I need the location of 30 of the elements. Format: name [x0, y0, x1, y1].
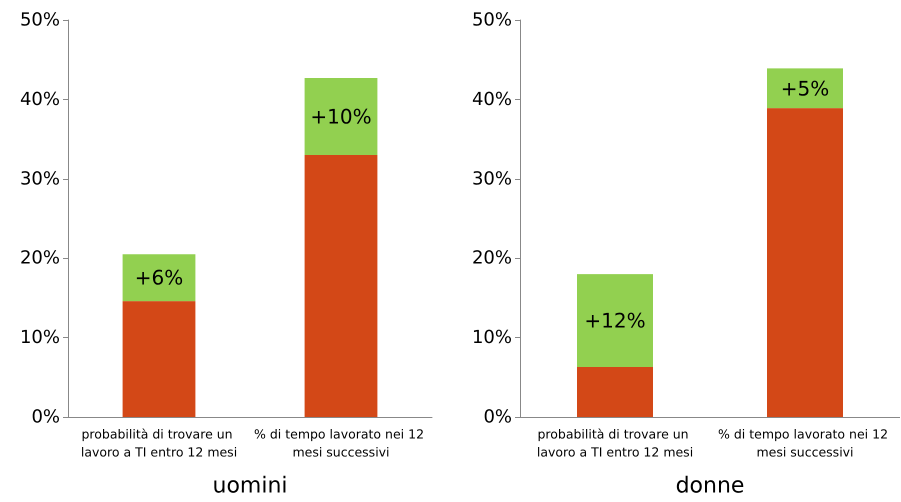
y-tick-label: 10%	[20, 327, 60, 348]
x-axis-title: donne	[676, 474, 744, 498]
y-tick-label: 40%	[20, 88, 60, 110]
y-tick-label: 30%	[20, 168, 60, 190]
data-label: +12%	[584, 308, 646, 333]
data-label: +5%	[780, 76, 830, 100]
y-tick-label: 50%	[20, 10, 60, 30]
y-tick-label: 20%	[472, 248, 512, 269]
x-tick-label: % di tempo lavorato nei 12 mesi successivi	[718, 426, 892, 460]
bar	[767, 68, 843, 108]
x-tick-label: probabilità di trovare un lavoro a TI entro 12 mesi	[536, 426, 694, 460]
y-tick-label: 50%	[472, 10, 512, 30]
y-tick-label: 10%	[472, 327, 512, 348]
bar	[767, 108, 843, 417]
bar	[122, 254, 196, 302]
x-tick-label: probabilità di trovare un lavoro a TI entro 12 mesi	[80, 426, 238, 460]
bar	[304, 78, 378, 155]
y-tick-label: 0%	[31, 406, 60, 428]
bar	[122, 301, 196, 417]
y-tick-label: 40%	[472, 88, 512, 110]
bar	[304, 154, 378, 417]
y-tick-label: 0%	[483, 406, 512, 428]
x-tick-label: % di tempo lavorato nei 12 mesi successivi	[254, 426, 428, 460]
y-tick-label: 20%	[20, 248, 60, 269]
y-tick-label: 30%	[472, 168, 512, 190]
x-axis-title: uomini	[212, 474, 288, 498]
bar	[577, 366, 653, 417]
data-label: +6%	[134, 266, 184, 290]
data-label: +10%	[310, 104, 372, 128]
bar	[577, 274, 653, 367]
